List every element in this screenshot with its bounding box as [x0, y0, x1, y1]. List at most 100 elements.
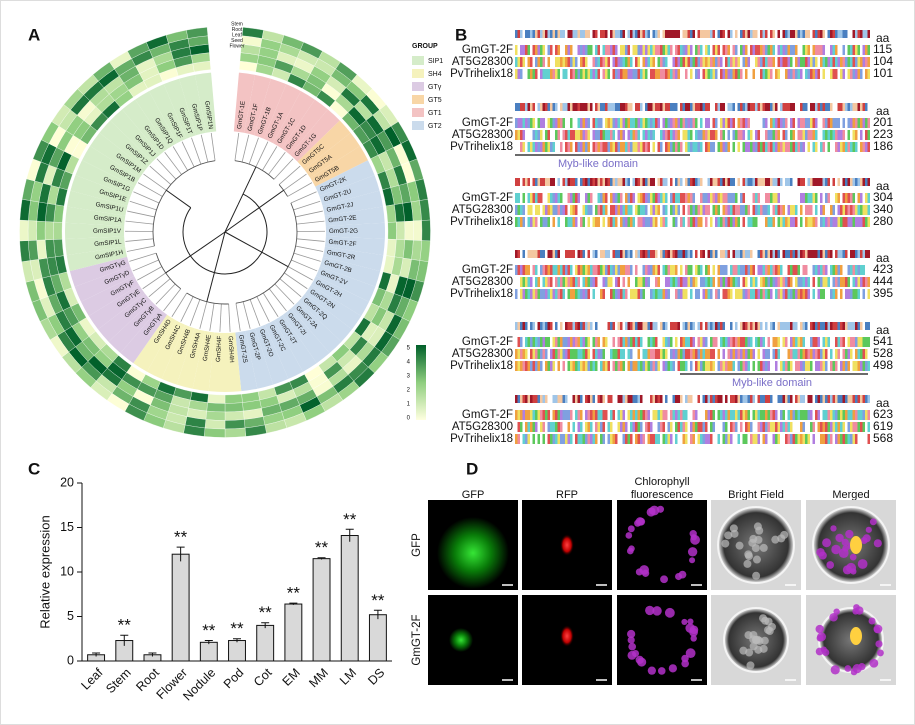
- residue: [565, 289, 568, 299]
- residue: [557, 422, 560, 432]
- residue: [755, 265, 758, 275]
- residue: [590, 45, 593, 55]
- residue: [637, 45, 640, 55]
- residue: [697, 205, 700, 215]
- residue: [840, 349, 843, 359]
- residue: [637, 361, 640, 371]
- residue: [702, 69, 705, 79]
- conservation-cell: [565, 322, 568, 330]
- residue: [792, 69, 795, 79]
- conservation-cell: [517, 395, 520, 403]
- conservation-cell: [615, 395, 618, 403]
- residue: [682, 57, 685, 67]
- residue: [755, 217, 758, 227]
- conservation-cell: [685, 30, 688, 38]
- residue: [575, 193, 578, 203]
- residue: [692, 410, 695, 420]
- row-label: GmGT-2F: [411, 614, 423, 665]
- group-band: [304, 132, 360, 178]
- conservation-cell: [532, 103, 535, 111]
- residue: [585, 130, 588, 140]
- conservation-cell: [615, 30, 618, 38]
- conservation-cell: [567, 395, 570, 403]
- chloroplast: [681, 618, 688, 625]
- residue: [847, 118, 850, 128]
- conservation-cell: [515, 250, 518, 258]
- conservation-cell: [782, 178, 785, 186]
- residue: [775, 361, 778, 371]
- residue: [522, 142, 525, 152]
- residue: [787, 422, 790, 432]
- residue: [660, 265, 663, 275]
- conservation-cell: [650, 30, 653, 38]
- sequence-length: 395: [873, 286, 893, 300]
- residue: [722, 337, 725, 347]
- chloroplast: [751, 544, 760, 553]
- branch: [172, 146, 188, 171]
- residue: [567, 265, 570, 275]
- residue: [827, 217, 830, 227]
- branch: [274, 283, 295, 305]
- error-bar: [317, 557, 326, 560]
- residue: [760, 337, 763, 347]
- residue: [857, 57, 860, 67]
- sequence-length: 340: [873, 202, 893, 216]
- residue: [602, 422, 605, 432]
- residue: [530, 289, 533, 299]
- residue: [660, 118, 663, 128]
- conservation-cell: [777, 322, 780, 330]
- residue: [765, 289, 768, 299]
- legend-label: SIP1: [428, 58, 443, 65]
- residue: [835, 130, 838, 140]
- conservation-cell: [805, 178, 808, 186]
- residue: [807, 217, 810, 227]
- residue: [775, 45, 778, 55]
- residue: [555, 277, 558, 287]
- residue: [842, 410, 845, 420]
- conservation-cell: [580, 322, 583, 330]
- residue: [825, 422, 828, 432]
- residue: [582, 434, 585, 444]
- conservation-cell: [865, 30, 868, 38]
- chloroplast: [627, 636, 635, 644]
- residue: [740, 289, 743, 299]
- residue: [617, 337, 620, 347]
- chloroplast: [760, 636, 769, 645]
- residue: [550, 289, 553, 299]
- residue: [565, 193, 568, 203]
- residue: [632, 265, 635, 275]
- residue: [597, 142, 600, 152]
- legend-swatch: [412, 82, 424, 91]
- residue: [767, 349, 770, 359]
- residue: [647, 57, 650, 67]
- residue: [775, 142, 778, 152]
- residue: [562, 337, 565, 347]
- residue: [587, 57, 590, 67]
- residue: [522, 337, 525, 347]
- conservation-cell: [762, 178, 765, 186]
- conservation-cell: [702, 103, 705, 111]
- residue: [540, 410, 543, 420]
- residue: [792, 205, 795, 215]
- residue: [712, 410, 715, 420]
- residue: [840, 142, 843, 152]
- conservation-cell: [767, 103, 770, 111]
- residue: [795, 289, 798, 299]
- residue: [700, 45, 703, 55]
- residue: [800, 277, 803, 287]
- residue: [652, 337, 655, 347]
- residue: [857, 277, 860, 287]
- residue: [777, 361, 780, 371]
- conservation-cell: [745, 250, 748, 258]
- conservation-cell: [792, 103, 795, 111]
- residue: [612, 193, 615, 203]
- residue: [622, 217, 625, 227]
- gfp-signal: [449, 628, 473, 652]
- residue: [530, 57, 533, 67]
- residue: [675, 45, 678, 55]
- residue: [817, 57, 820, 67]
- residue: [757, 265, 760, 275]
- conservation-cell: [642, 395, 645, 403]
- residue: [832, 361, 835, 371]
- residue: [720, 57, 723, 67]
